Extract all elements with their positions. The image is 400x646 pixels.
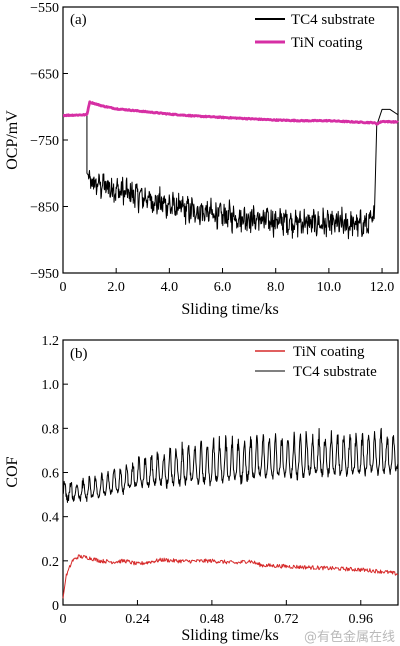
cof-x-axis-label: Sliding time/ks xyxy=(181,627,278,644)
ocp-y-tick-label: −550 xyxy=(30,1,59,16)
cof-y-tick-label: 0 xyxy=(52,599,59,614)
ocp-x-tick-label: 4.0 xyxy=(161,280,179,295)
cof-y-tick-label: 1.0 xyxy=(42,378,60,393)
ocp-x-tick-label: 8.0 xyxy=(267,280,285,295)
ocp-x-tick-label: 6.0 xyxy=(214,280,232,295)
cof-y-ticks: 0 0.2 0.4 0.6 0.8 1.0 1.2 xyxy=(42,334,68,614)
cof-x-tick-label: 0.48 xyxy=(200,612,225,627)
ocp-series-lines xyxy=(62,100,399,240)
cof-y-tick-label: 0.8 xyxy=(42,422,60,437)
cof-series-lines xyxy=(62,427,399,599)
ocp-x-axis-label: Sliding time/ks xyxy=(181,301,278,318)
ocp-x-ticks: 0 2.0 4.0 6.0 8.0 10.0 12.0 xyxy=(60,268,395,295)
cof-panel-label: (b) xyxy=(70,346,88,362)
cof-x-tick-label: 0 xyxy=(60,612,67,627)
cof-y-axis-label: COF xyxy=(4,456,21,487)
cof-y-tick-label: 0.6 xyxy=(42,467,60,482)
watermark: @有色金属在线 xyxy=(304,629,395,645)
ocp-legend-label-tc4: TC4 substrate xyxy=(291,12,375,28)
ocp-series-line-tc4-substrate xyxy=(63,108,399,240)
ocp-series-line-tin-coating xyxy=(62,100,399,126)
ocp-legend-label-tin: TiN coating xyxy=(291,35,363,51)
ocp-x-tick-label: 2.0 xyxy=(107,280,125,295)
cof-x-tick-label: 0.24 xyxy=(125,612,150,627)
cof-y-tick-label: 0.4 xyxy=(42,511,60,526)
ocp-y-tick-label: −850 xyxy=(30,201,59,216)
ocp-panel-label: (a) xyxy=(70,12,87,28)
ocp-y-axis-label: OCP/mV xyxy=(4,110,21,170)
cof-y-tick-label: 1.2 xyxy=(42,334,60,349)
ocp-x-tick-label: 0 xyxy=(60,280,67,295)
cof-legend: TiN coating TC4 substrate xyxy=(255,344,377,380)
cof-chart: 0 0.24 0.48 0.72 0.96 0 0.2 0.4 0.6 0.8 1.0 1.2 (b… xyxy=(4,334,399,644)
cof-x-ticks: 0 0.24 0.48 0.72 0.96 xyxy=(60,600,374,627)
ocp-y-ticks: −950 −850 −750 −650 −550 xyxy=(30,1,68,282)
cof-x-tick-label: 0.96 xyxy=(349,612,374,627)
cof-series-line-tc4-substrate xyxy=(62,427,399,503)
ocp-legend: TC4 substrate TiN coating xyxy=(255,12,375,51)
ocp-x-tick-label: 10.0 xyxy=(317,280,342,295)
cof-legend-label-tin: TiN coating xyxy=(293,344,365,360)
cof-series-line-tin-coating xyxy=(62,554,399,599)
ocp-chart: 0 2.0 4.0 6.0 8.0 10.0 12.0 −950 −850 −750 −650 −5… xyxy=(4,1,399,318)
cof-x-tick-label: 0.72 xyxy=(274,612,299,627)
ocp-y-tick-label: −950 xyxy=(30,267,59,282)
ocp-x-tick-label: 12.0 xyxy=(370,280,395,295)
ocp-y-tick-label: −650 xyxy=(30,68,59,83)
ocp-y-tick-label: −750 xyxy=(30,134,59,149)
cof-y-tick-label: 0.2 xyxy=(42,555,60,570)
cof-legend-label-tc4: TC4 substrate xyxy=(293,364,377,380)
